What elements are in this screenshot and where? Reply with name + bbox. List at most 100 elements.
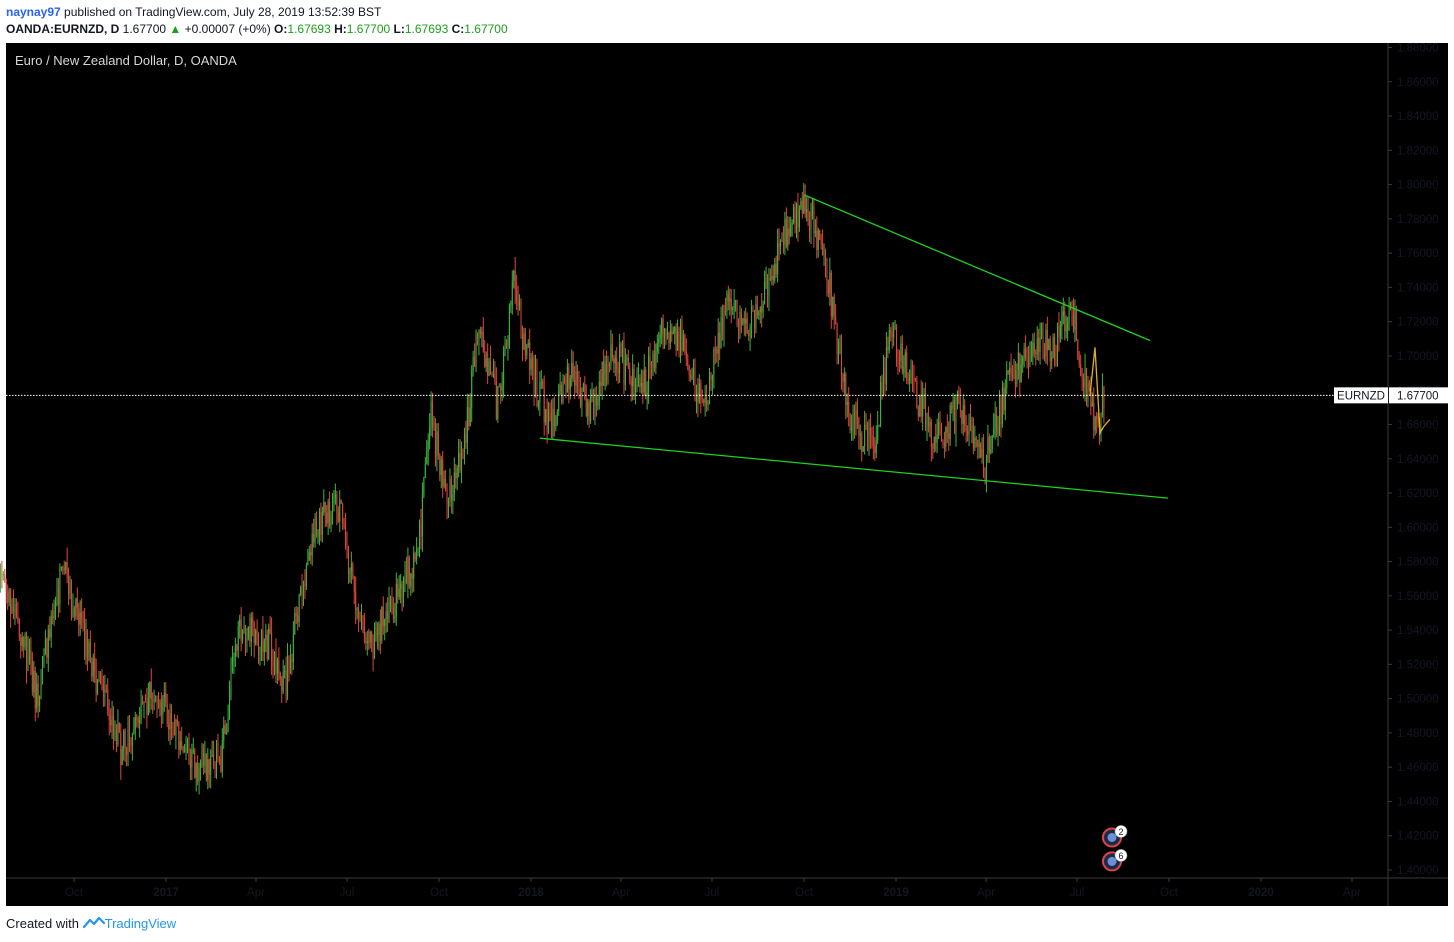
price-chart[interactable]: 1.88000 1.86000 1.84000 1.82000 1.80000 1.780…	[0, 40, 1454, 908]
recent-move-line	[1089, 347, 1111, 436]
candle-up	[59, 567, 61, 605]
candle-down	[279, 673, 281, 679]
candle-up	[672, 332, 674, 335]
candle-up	[155, 699, 157, 701]
candle-up	[952, 400, 954, 409]
trendline-support[interactable]	[539, 437, 1169, 499]
price-tick-label: 1.76000	[1397, 248, 1439, 260]
candle-down	[833, 296, 835, 316]
candle-down	[871, 436, 873, 438]
candle-down	[772, 276, 774, 281]
candle-down	[194, 750, 196, 778]
candle-down	[1096, 416, 1098, 419]
candle-up	[503, 352, 505, 385]
candle-up	[471, 370, 473, 409]
candle-down	[716, 349, 718, 354]
candle-up	[607, 363, 609, 381]
candle-up	[226, 732, 228, 734]
candle-down	[714, 349, 716, 351]
candle-down	[565, 380, 567, 393]
candle-up	[1030, 356, 1032, 358]
candle-down	[848, 401, 850, 414]
candle-up	[461, 450, 463, 471]
candle-up	[774, 263, 776, 281]
candle-up	[55, 601, 57, 610]
candle-up	[333, 497, 335, 504]
candle-up	[955, 403, 957, 433]
candle-down	[767, 281, 768, 298]
candle-up	[121, 748, 123, 766]
candle-down	[304, 581, 306, 587]
candle-down	[465, 433, 467, 444]
candle-down	[951, 405, 953, 409]
candle-down	[168, 724, 170, 730]
candle-down	[494, 373, 496, 382]
candle-down	[970, 419, 971, 431]
candle-down	[1019, 352, 1021, 383]
candle-up	[427, 440, 429, 452]
candle-up	[321, 512, 323, 535]
candle-up	[191, 750, 193, 768]
candle-down	[874, 445, 876, 453]
candle-down	[1086, 368, 1087, 402]
candle-down	[337, 513, 339, 522]
candle-down	[627, 357, 629, 368]
candle-up	[472, 357, 474, 371]
candle-down	[988, 436, 990, 453]
candle-down	[727, 293, 729, 302]
candle-up	[1052, 336, 1054, 358]
candle-up	[429, 427, 431, 441]
tradingview-logo-icon[interactable]	[82, 916, 105, 929]
candle-up	[307, 560, 309, 565]
candle-up	[814, 230, 816, 234]
candle-up	[909, 377, 911, 381]
price-tick-label: 1.72000	[1397, 317, 1439, 329]
price-tick-label: 1.60000	[1397, 522, 1439, 534]
candle-up	[640, 383, 642, 387]
candle-down	[365, 637, 367, 644]
candle-down	[136, 717, 138, 719]
candle-up	[926, 413, 928, 428]
candle-up	[1029, 356, 1031, 366]
candle-up	[903, 367, 905, 373]
candle-up	[211, 754, 213, 757]
time-tick-label: 2020	[1248, 887, 1274, 899]
candle-down	[405, 567, 407, 583]
candle-down	[578, 381, 580, 389]
candle-up	[356, 608, 358, 610]
candle-up	[535, 369, 536, 395]
event-badges[interactable]: 26	[1102, 825, 1128, 872]
candle-up	[810, 215, 812, 231]
candle-up	[968, 419, 970, 436]
candle-down	[81, 612, 83, 618]
candle-down	[213, 754, 215, 763]
tradingview-brand-link[interactable]: TradingView	[104, 916, 177, 931]
candle-up	[456, 467, 458, 479]
candle-up	[843, 374, 845, 382]
trendline-resistance[interactable]	[803, 194, 1151, 342]
candle-down	[285, 670, 287, 696]
candle-up	[749, 327, 751, 336]
candle-down	[856, 409, 858, 418]
candle-up	[184, 750, 186, 752]
time-axis[interactable]: Oct 2017 Apr Jul Oct 2018 Apr Jul Oct 2019 Apr Jul O…	[65, 878, 1361, 899]
candle-up	[936, 433, 938, 443]
candle-down	[564, 378, 565, 381]
candle-down	[107, 689, 109, 714]
candle-up	[978, 443, 980, 447]
candle-up	[622, 346, 623, 357]
candle-up	[823, 253, 825, 255]
candle-down	[115, 730, 117, 745]
candle-up	[511, 280, 513, 306]
candle-up	[97, 679, 99, 694]
candle-up	[143, 701, 145, 704]
candle-down	[620, 344, 622, 357]
username-link[interactable]: naynay97	[6, 5, 61, 19]
candle-up	[314, 518, 316, 543]
candle-up	[883, 366, 884, 393]
candle-up	[648, 356, 650, 393]
candle-up	[859, 433, 861, 436]
candle-up	[430, 402, 432, 428]
candle-down	[546, 409, 548, 433]
candle-down	[376, 628, 378, 636]
